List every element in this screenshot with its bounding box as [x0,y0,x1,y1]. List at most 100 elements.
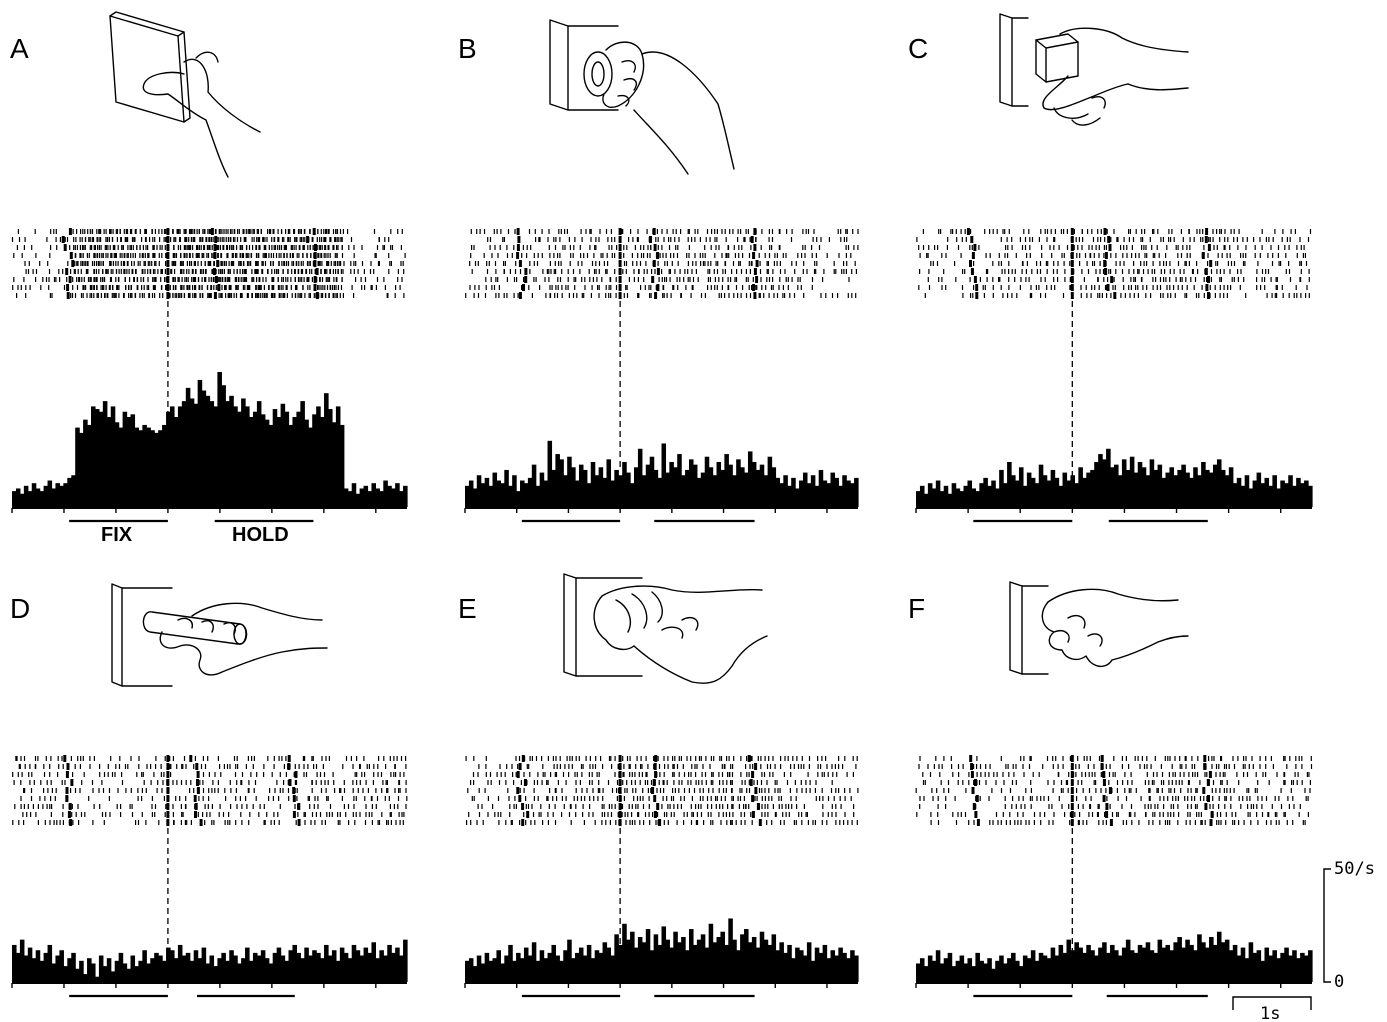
event-marker [313,284,317,291]
histogram-bar [383,480,388,507]
event-marker [217,284,221,291]
histogram-panel-d [11,755,408,998]
histogram-bar [1280,952,1285,982]
histogram-bar [177,944,183,982]
histogram-bar [586,944,592,982]
histogram-bar [189,398,195,507]
histogram-bar [328,409,333,507]
histogram-bar [355,950,361,982]
event-marker [166,811,170,818]
histogram-bar [1066,480,1072,507]
event-marker [166,228,170,235]
event-marker [1207,292,1210,299]
histogram-bar [1252,480,1258,507]
event-marker [1100,763,1104,770]
histogram-bar [1232,944,1238,982]
histogram-bar [1157,939,1163,982]
histogram-bar [339,947,345,982]
histogram-bar [122,411,128,507]
histogram-bar [1070,950,1075,982]
event-marker [747,755,751,762]
histogram-bar [799,480,804,507]
histogram-bar [1213,944,1218,982]
histogram-bar [842,475,847,507]
histogram-bar [1185,939,1190,982]
histogram-bar [312,414,317,507]
histogram-bar [987,485,992,507]
histogram-bar [63,966,68,982]
histogram-bar [689,459,694,507]
event-marker [656,803,660,810]
histogram-bar [312,950,317,982]
histogram-bar [959,491,965,507]
histogram-bar [1117,475,1123,507]
histogram-bar [300,401,305,507]
histogram-bar [1046,958,1052,982]
spike-raster [915,755,1313,826]
histogram-bar [1121,947,1127,982]
histogram-bar [1106,448,1111,507]
histogram-bar [110,971,116,982]
histogram-bar [201,947,207,982]
event-marker [975,795,979,802]
histogram-bar [1197,475,1202,507]
histogram-bar [249,960,254,982]
histogram-bar [1098,454,1103,507]
event-marker [1208,771,1212,778]
histogram-bar [673,931,678,982]
histogram-bar [1046,480,1052,507]
histogram-bar [213,966,218,982]
histogram-bar [677,454,682,507]
histogram-bar [488,960,494,982]
histogram-bar [1165,472,1171,507]
event-marker [1103,260,1107,267]
histogram-bar [512,960,517,982]
histogram-bar [728,464,733,507]
histogram-bar [395,947,400,982]
event-marker [618,795,622,802]
event-marker [618,260,622,267]
histogram-bar [308,427,313,507]
histogram-bar [229,395,234,507]
histogram-bar [142,950,147,982]
histogram-bar [1308,485,1313,507]
event-marker [970,771,974,778]
histogram-bar [779,942,784,982]
event-marker [65,795,69,802]
histogram-bar [166,411,171,507]
histogram-bar [71,475,76,507]
histogram-bar [657,944,663,982]
histogram-bar [1236,477,1242,507]
histogram-bar [1209,937,1214,982]
histogram-bar [1292,950,1297,982]
histogram-bar [1015,480,1020,507]
histogram-bar [359,955,365,982]
histogram-bar [106,958,112,982]
histogram-bar [23,955,29,982]
histogram-bar [724,944,729,982]
event-marker [752,252,756,259]
histogram-bar [91,963,96,982]
histogram-bar [931,488,937,507]
histogram-bar [696,939,702,982]
histogram-bar [967,480,973,507]
histogram-bar [252,411,258,507]
event-marker [213,244,217,251]
histogram-bar [1011,475,1016,507]
histogram-bar [1177,937,1182,982]
histogram-bar [1173,475,1178,507]
histogram-bar [268,424,274,507]
histogram-bar [1240,485,1246,507]
histogram-bar [971,966,976,982]
histogram-bar [700,934,706,982]
event-marker [973,276,977,283]
histogram-bar [1268,485,1273,507]
histogram-bar [288,424,294,507]
histogram-bar [331,950,337,982]
histogram-bar [355,493,361,507]
histogram-bar [280,955,286,982]
histogram-bar [582,955,588,982]
histogram-bar [221,952,226,982]
histogram-bar [75,427,80,507]
event-marker [1070,284,1074,291]
